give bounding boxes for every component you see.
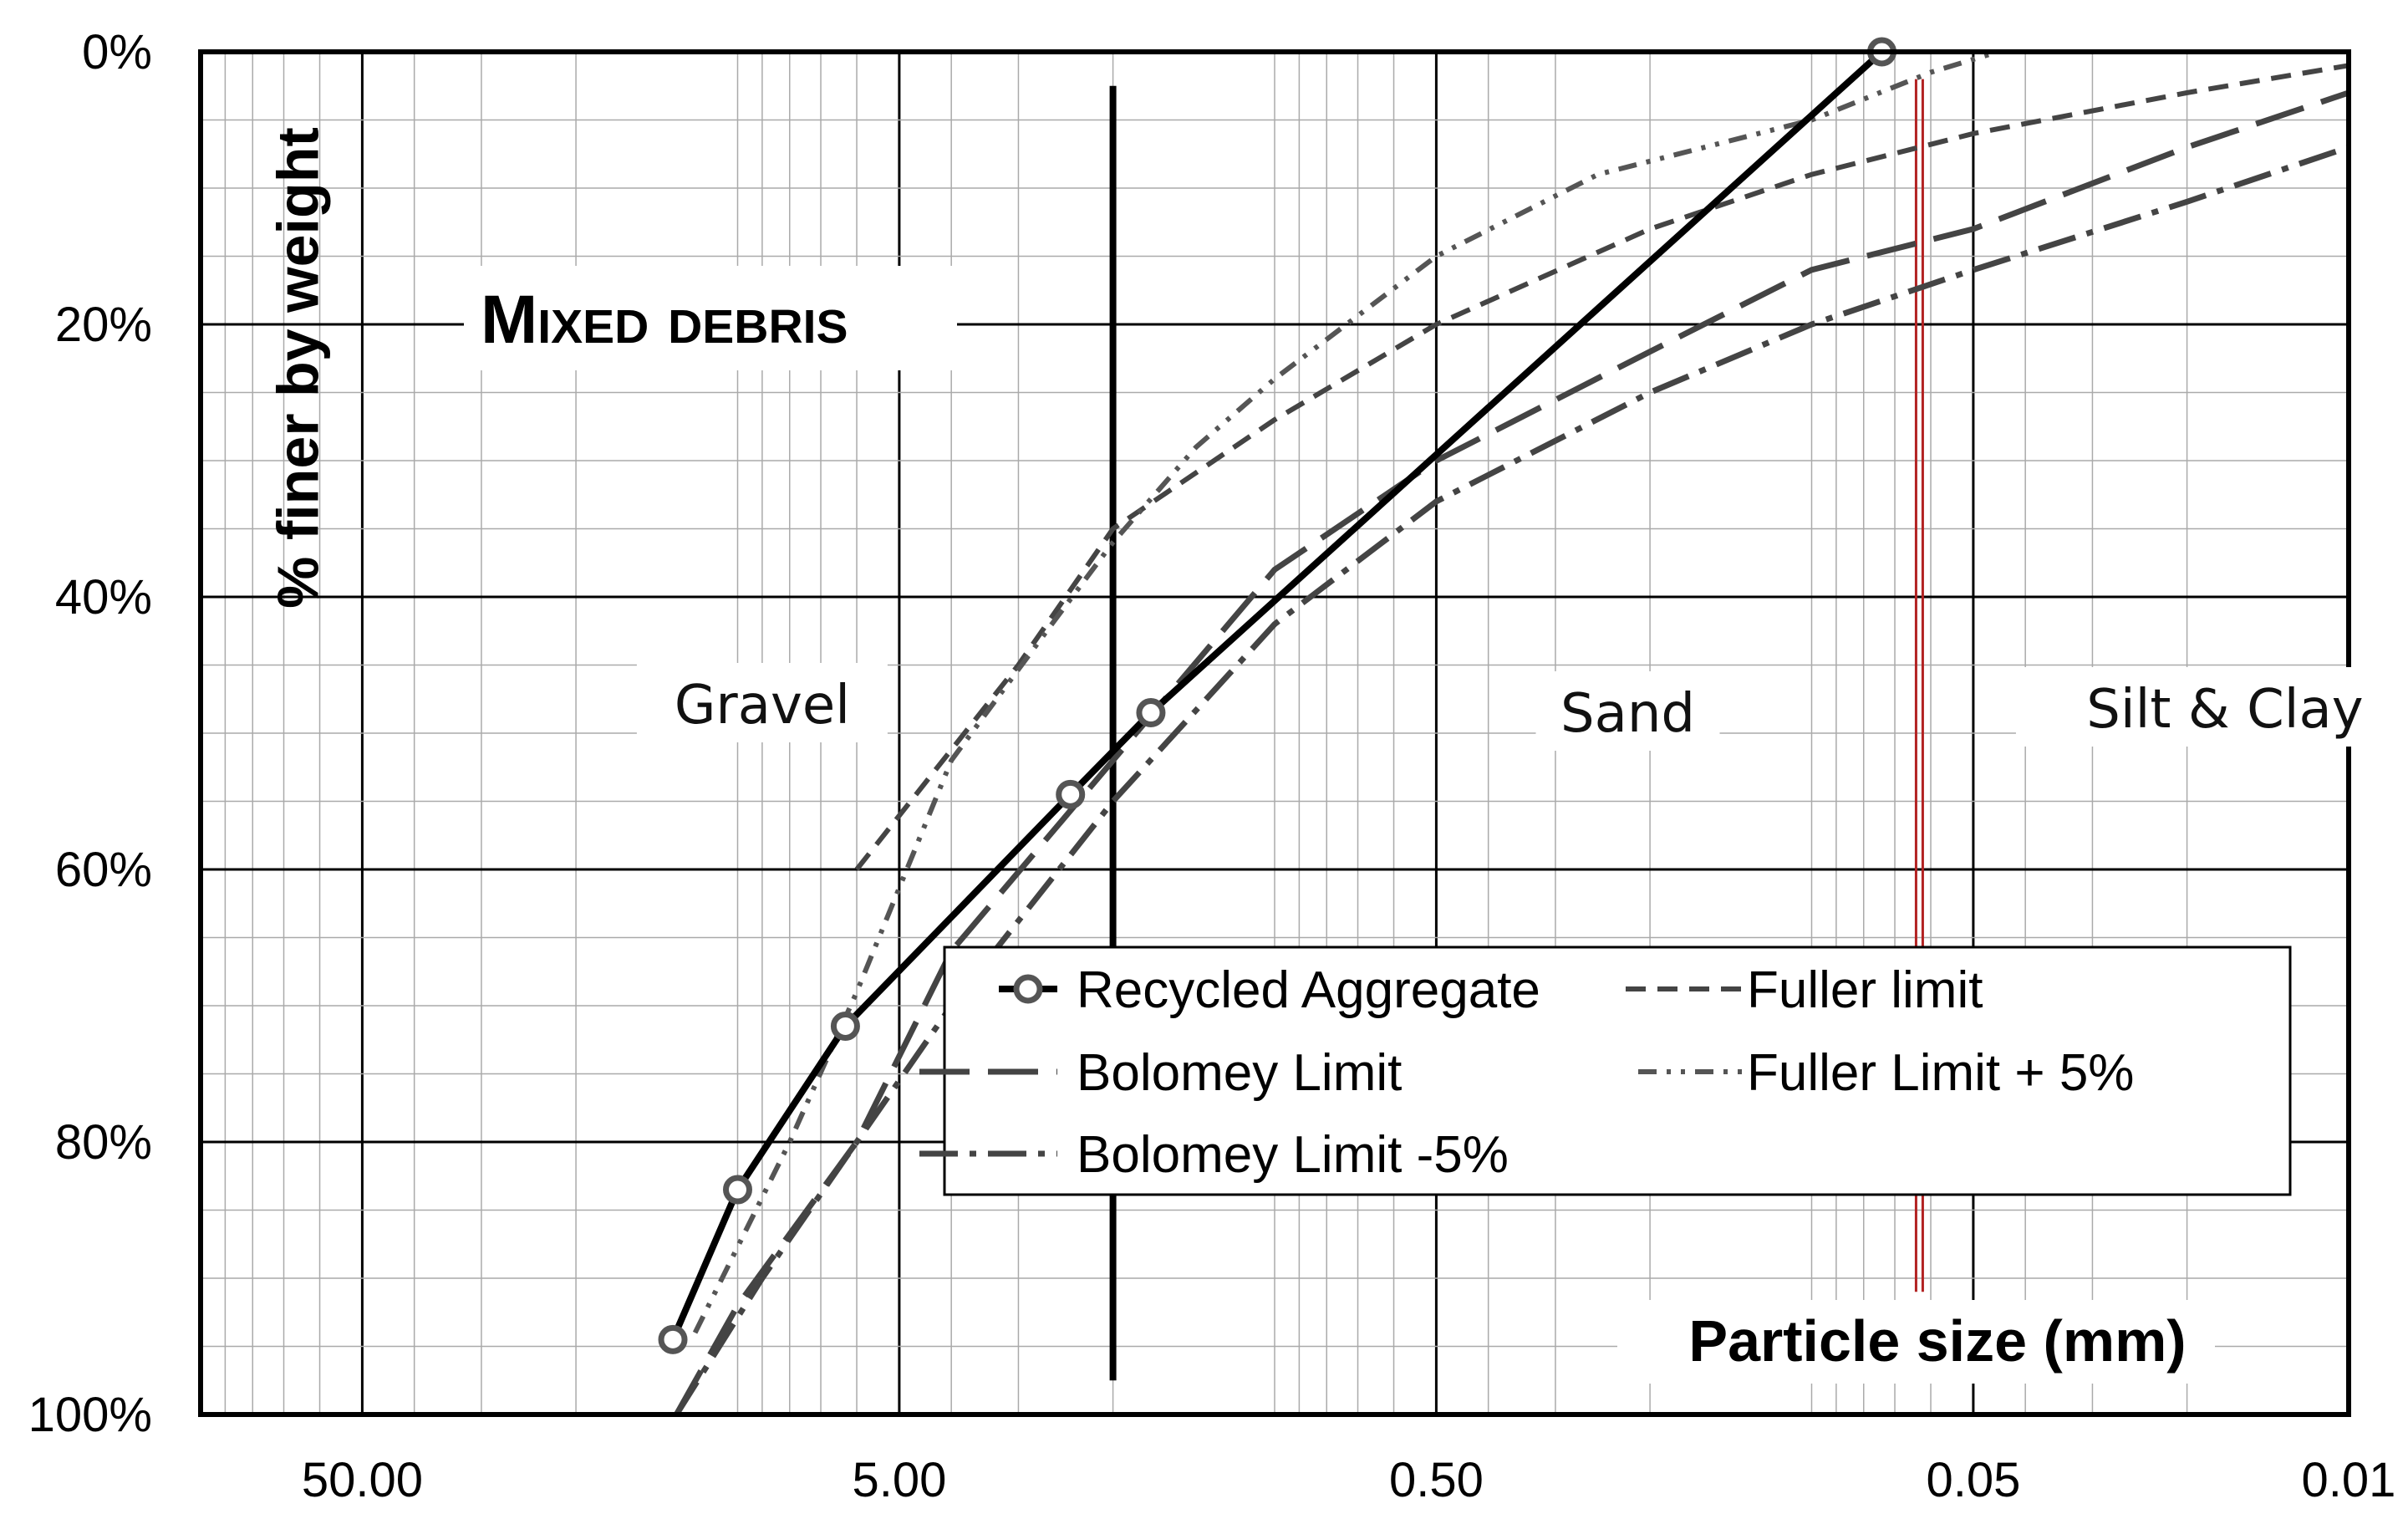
legend: Recycled Aggregate Fuller limit Bolomey Li… bbox=[919, 946, 2292, 1196]
y-tick-label: 80% bbox=[55, 1115, 152, 1170]
region-label-background bbox=[636, 663, 888, 742]
region-label-background bbox=[2015, 667, 2408, 747]
x-tick-label: 50.00 bbox=[302, 1453, 423, 1507]
region-label-silt-clay: Silt & Clay bbox=[2086, 679, 2363, 741]
x-tick-label: 0.50 bbox=[1389, 1453, 1484, 1507]
tick-labels: 50.00 5.00 0.50 0.05 0.01 0% 20% 40% 60% 80% 100% bbox=[28, 25, 2396, 1507]
data-point-marker bbox=[723, 1175, 752, 1205]
x-tick-label: 0.01 bbox=[2302, 1453, 2396, 1507]
legend-box bbox=[943, 946, 2292, 1196]
series-lines bbox=[658, 37, 2350, 1416]
data-point-marker bbox=[1056, 779, 1086, 809]
data-point-marker bbox=[1136, 698, 1166, 728]
y-axis-title: % finer by weight bbox=[265, 127, 330, 609]
y-tick-label: 20% bbox=[55, 298, 152, 352]
data-point-marker bbox=[658, 1324, 688, 1354]
legend-label: Bolomey Limit -5% bbox=[1077, 1126, 1509, 1184]
y-tick-label: 0% bbox=[82, 25, 152, 79]
series-fuller-limit-5 bbox=[692, 49, 1999, 1334]
y-tick-label: 100% bbox=[28, 1388, 152, 1442]
legend-label: Recycled Aggregate bbox=[1077, 961, 1540, 1019]
region-label-background bbox=[1535, 671, 1720, 751]
region-labels: Gravel Sand Silt & Clay bbox=[636, 663, 2408, 751]
series-recycled-aggregate bbox=[669, 49, 1885, 1341]
x-axis-title: Particle size (mm) bbox=[1688, 1308, 2186, 1374]
legend-label: Fuller limit bbox=[1747, 961, 1983, 1019]
legend-marker bbox=[1013, 974, 1043, 1004]
legend-label: Fuller Limit + 5% bbox=[1747, 1044, 2134, 1102]
region-label-gravel: Gravel bbox=[675, 675, 850, 737]
series-bolomey-limit-5 bbox=[674, 144, 2350, 1416]
x-tick-label: 0.05 bbox=[1926, 1453, 2020, 1507]
chart-title-box: Mixed debris bbox=[464, 266, 957, 370]
region-label-sand: Sand bbox=[1560, 683, 1695, 745]
y-tick-label: 60% bbox=[55, 843, 152, 897]
x-tick-label: 5.00 bbox=[852, 1453, 946, 1507]
legend-label: Bolomey Limit bbox=[1077, 1044, 1402, 1102]
chart-title: Mixed debris bbox=[481, 282, 848, 358]
series-fuller-limit bbox=[854, 63, 2349, 871]
x-axis-title-box: Particle size (mm) bbox=[1617, 1300, 2215, 1384]
y-tick-label: 40% bbox=[55, 570, 152, 624]
data-point-marker bbox=[830, 1011, 860, 1041]
